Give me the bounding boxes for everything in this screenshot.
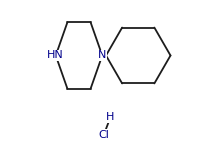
Text: HN: HN [47,51,64,60]
Text: N: N [98,51,107,60]
Text: H: H [106,112,115,122]
Text: Cl: Cl [98,130,109,140]
